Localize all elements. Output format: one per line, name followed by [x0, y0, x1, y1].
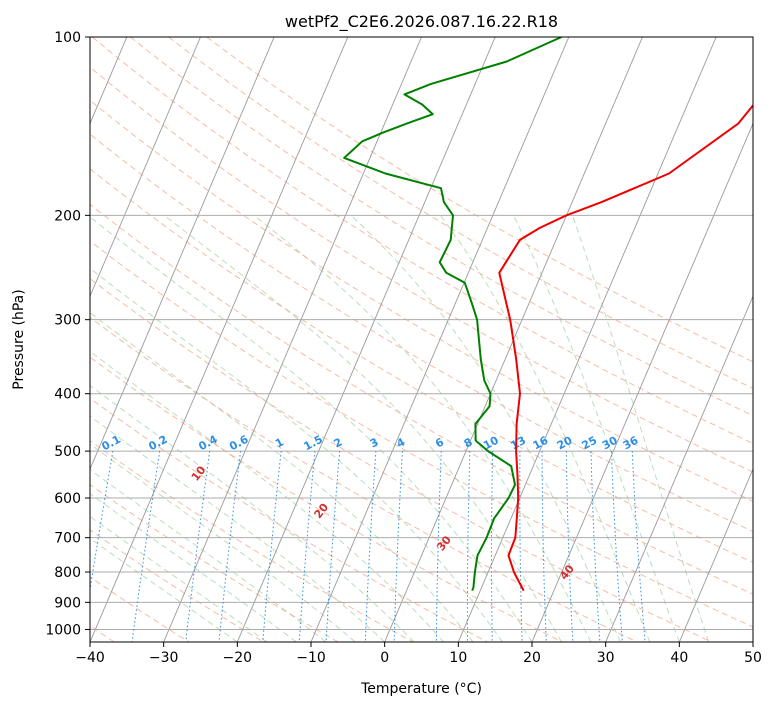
- y-axis: 100 200 300 400 500 600 700 800 900 1000: [45, 30, 90, 638]
- mixing-ratio-label: 13: [508, 434, 528, 453]
- mixing-ratio-line: [325, 451, 341, 642]
- moist-adiabat-line: [90, 267, 503, 642]
- isotherm-line: [457, 37, 717, 642]
- isotherms: [90, 37, 753, 642]
- moist-adiabats: [90, 214, 710, 642]
- y-tick-label: 600: [54, 491, 81, 507]
- dry-adiabat-line: [90, 397, 488, 642]
- x-tick-label: 40: [670, 650, 688, 666]
- mixing-ratio-line: [541, 451, 547, 642]
- moist-adiabat-line: [163, 214, 562, 642]
- moist-adiabat-line: [90, 443, 356, 642]
- x-tick-label: −10: [296, 650, 326, 666]
- y-tick-label: 1000: [45, 622, 81, 638]
- mixing-ratio-line: [218, 451, 241, 642]
- x-tick-label: 30: [597, 650, 615, 666]
- moist-adiabat-line: [90, 468, 327, 642]
- dry-adiabat-line: [90, 483, 339, 642]
- moist-adiabat-line: [90, 537, 238, 642]
- mixing-ratio-line: [611, 451, 623, 642]
- dewpoint-profile-line: [343, 37, 562, 591]
- mixing-ratio-lines: [90, 451, 646, 642]
- isobars: [90, 37, 753, 630]
- moist-adiabat-line: [90, 493, 297, 642]
- isotherm-line: [90, 37, 349, 642]
- moist-adiabat-line: [350, 214, 621, 642]
- moist-adiabat-line: [90, 384, 415, 642]
- y-tick-label: 700: [54, 531, 81, 547]
- moist-adiabat-line: [90, 350, 444, 642]
- y-axis-label: Pressure (hPa): [11, 289, 27, 389]
- mixing-ratio-line: [519, 451, 523, 642]
- x-axis-label: Temperature (°C): [360, 681, 482, 697]
- dry-adiabat-line: [90, 576, 190, 642]
- moist-adiabat-line: [572, 215, 710, 642]
- mixing-ratio-line: [491, 451, 494, 642]
- mixing-ratio-label: 25: [580, 434, 600, 453]
- mixing-ratio-line: [466, 451, 471, 642]
- moist-adiabat-line: [90, 216, 533, 642]
- dry-adiabat-line: [90, 356, 563, 642]
- isotherm-line: [678, 467, 753, 642]
- isotherm-line: [310, 37, 570, 642]
- x-tick-label: 10: [449, 650, 467, 666]
- y-tick-label: 800: [54, 565, 81, 581]
- isotherm-line: [163, 37, 422, 642]
- mixing-ratio-label: 16: [531, 434, 551, 453]
- y-tick-label: 500: [54, 444, 81, 460]
- mixing-ratio-line: [131, 451, 161, 642]
- mixing-ratio-label: 10: [481, 434, 501, 453]
- isotherm-line: [605, 295, 753, 642]
- x-tick-label: 0: [380, 650, 389, 666]
- x-tick-label: 50: [744, 650, 762, 666]
- moist-adiabat-line: [90, 311, 474, 642]
- y-tick-label: 100: [54, 30, 81, 46]
- mixing-ratio-line: [435, 451, 442, 642]
- isotherm-line: [90, 37, 275, 471]
- mixing-ratio-line: [185, 451, 211, 642]
- chart-title: wetPf2_C2E6.2026.087.16.22.R18: [285, 12, 558, 32]
- y-tick-label: 200: [54, 208, 81, 224]
- dry-adiabat-line: [90, 99, 753, 502]
- profile-series: [343, 37, 753, 592]
- dry-adiabat-line: [90, 203, 753, 595]
- mixing-ratio-line: [631, 451, 646, 642]
- mixing-ratio-line: [590, 451, 601, 642]
- dry-adiabat-line: [90, 240, 753, 628]
- dry-adiabat-line: [90, 316, 638, 642]
- mixing-ratio-label: 36: [621, 434, 641, 453]
- y-tick-label: 900: [54, 595, 81, 611]
- dry-adiabat-line: [90, 278, 712, 642]
- x-tick-label: −30: [149, 650, 179, 666]
- x-tick-label: 20: [523, 650, 541, 666]
- mixing-ratio-label: 30: [600, 434, 620, 453]
- plot-frame: [89, 36, 754, 643]
- moist-adiabat-line: [90, 415, 386, 642]
- isotherm-line: [531, 122, 753, 642]
- mixing-ratio-line: [393, 451, 403, 642]
- y-tick-label: 400: [54, 387, 81, 403]
- temperature-profile-line: [498, 103, 753, 592]
- mixing-ratio-line: [364, 451, 377, 642]
- x-tick-label: −20: [223, 650, 253, 666]
- mixing-ratio-line: [298, 451, 316, 642]
- x-tick-label: −40: [75, 650, 105, 666]
- isotherm-line: [236, 37, 496, 642]
- plot-area: 0.10.20.40.611.52346810131620253036-100-…: [90, 37, 753, 642]
- mixing-ratio-line: [262, 451, 282, 642]
- moist-adiabat-line: [90, 515, 268, 642]
- mixing-ratio-label: 20: [555, 434, 575, 453]
- moist-adiabat-line: [512, 215, 680, 642]
- moist-adiabat-line: [439, 215, 651, 642]
- mixing-ratio-line: [565, 451, 574, 642]
- isotherm-line: [90, 37, 201, 298]
- x-axis: −40 −30 −20 −10 0 10 20 30 40 50: [75, 642, 762, 666]
- y-tick-label: 300: [54, 313, 81, 329]
